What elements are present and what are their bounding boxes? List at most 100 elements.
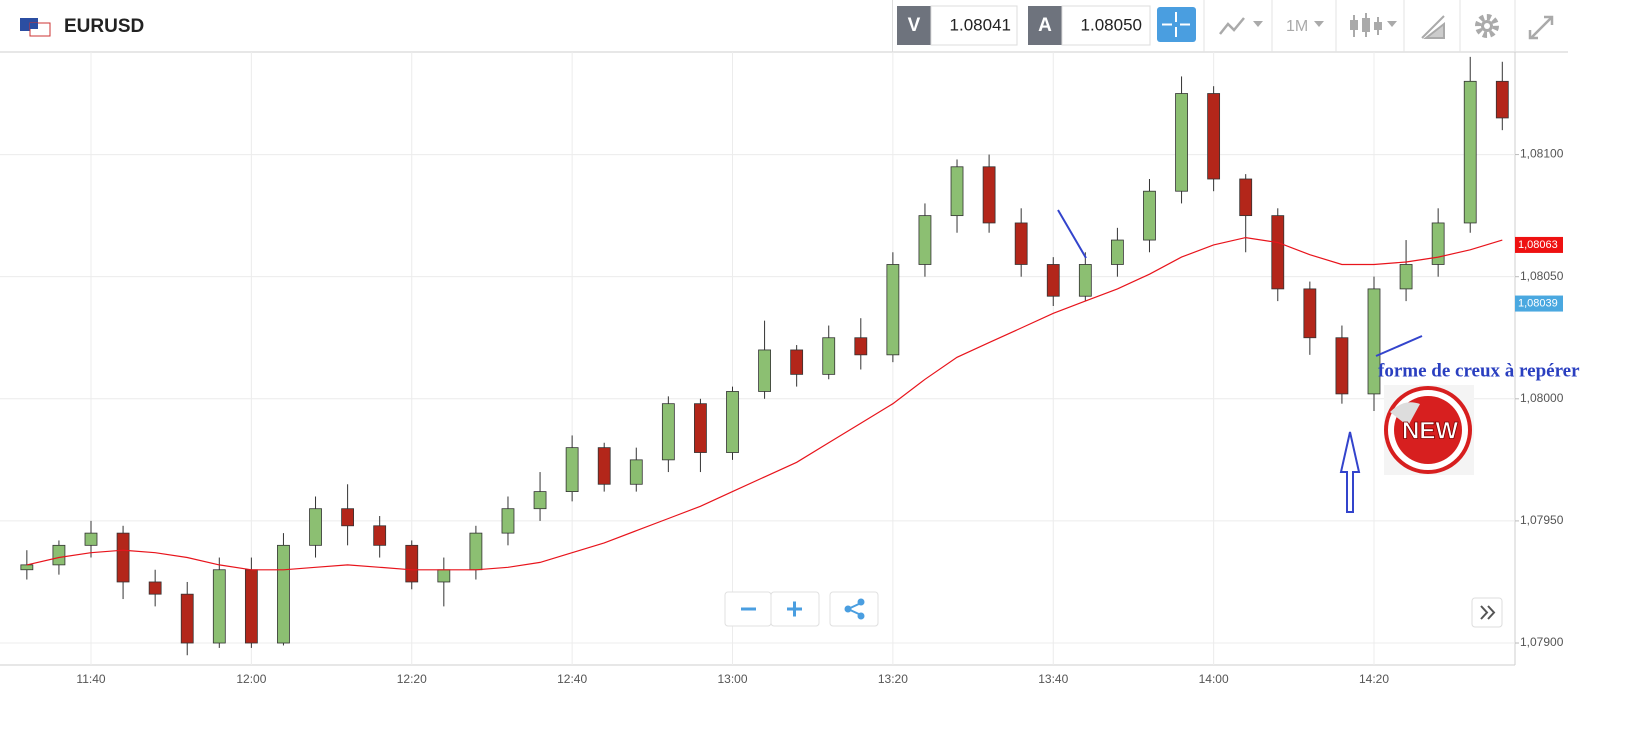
candle-body [1014, 222, 1028, 265]
candle-body [244, 569, 258, 644]
candle-body [1431, 222, 1445, 265]
candle-body [790, 349, 804, 375]
timeframe[interactable]: 1M [1286, 18, 1308, 35]
candle-body [533, 491, 547, 510]
annotation-text: forme de creux à repérer [1378, 360, 1580, 381]
symbol[interactable]: EURUSD [64, 16, 144, 37]
candle-body [1239, 178, 1253, 217]
crosshair-icon [1162, 12, 1190, 37]
draw-icon[interactable] [1421, 15, 1445, 39]
plot: 1,07900 1,07950 1,08000 1,08050 1,08100 11:40… [0, 52, 1564, 686]
candle-body [1303, 288, 1317, 339]
zoom-in-icon [787, 601, 802, 617]
x-tick-label: 13:40 [1038, 672, 1068, 686]
scroll-end-icon [1480, 605, 1496, 620]
badge-text: NEW [1402, 417, 1458, 444]
candle-body [1271, 215, 1285, 290]
candle-body [148, 581, 162, 595]
ask-button[interactable] [1028, 6, 1062, 45]
y-tick-label: 1,07950 [1520, 513, 1564, 527]
settings-icon[interactable] [1475, 14, 1499, 38]
price-tag-label: 1,08039 [1518, 297, 1558, 309]
price-tag [1515, 295, 1563, 312]
candle-body [437, 569, 451, 583]
y-tick-label: 1,08050 [1520, 269, 1564, 283]
candle-body [1367, 288, 1381, 395]
candle-body [1463, 80, 1477, 224]
dropdown-caret [1314, 21, 1324, 27]
y-tick-label: 1,07900 [1520, 635, 1564, 649]
candle-body [309, 508, 322, 546]
x-tick-label: 14:20 [1359, 672, 1389, 686]
candle-body [405, 544, 419, 583]
candle-body [758, 349, 771, 392]
share-node [844, 605, 852, 613]
candle-body [212, 569, 226, 644]
candle-body [629, 459, 643, 485]
candle-body [1335, 337, 1349, 395]
x-tick-label: 14:00 [1199, 672, 1229, 686]
flag-us-canton [30, 23, 38, 29]
candle-body [1046, 264, 1060, 297]
candle-body [20, 564, 34, 571]
candle-body [84, 532, 98, 546]
candle-body [1143, 190, 1156, 241]
annotation-stroke [1057, 209, 1087, 259]
candle-icon-body [1350, 20, 1358, 30]
annotation-arrow [1339, 431, 1361, 513]
annotation-stroke [1375, 335, 1423, 357]
x-tick-label: 13:20 [878, 672, 908, 686]
dropdown-caret [1387, 21, 1397, 27]
bid-button[interactable] [897, 6, 931, 45]
y-tick-label: 1,08100 [1520, 147, 1564, 161]
y-tick-label: 1,08000 [1520, 391, 1564, 405]
x-tick-label: 12:40 [557, 672, 587, 686]
settings-icon-hole [1484, 23, 1490, 29]
candle-body [277, 544, 290, 644]
candle-body [180, 593, 194, 644]
candle-body [694, 403, 707, 453]
candle-body [822, 337, 836, 375]
bid-field [930, 5, 1018, 46]
candle-icon-body [1374, 22, 1382, 30]
x-tick-label: 13:00 [717, 672, 747, 686]
candle-body [597, 447, 611, 485]
candle-body [52, 544, 66, 566]
candle-body [982, 166, 996, 224]
share-button[interactable] [829, 591, 879, 627]
bid-price: 1.08041 [950, 15, 1011, 34]
candle-body [918, 215, 932, 265]
toolbar-bg [0, 0, 1568, 52]
ask-price: 1.08050 [1081, 15, 1142, 34]
ask-field [1061, 5, 1151, 46]
badge-curl [1390, 402, 1420, 426]
candle-body [1078, 264, 1092, 297]
candle-body [1495, 80, 1509, 119]
fullscreen-icon[interactable] [1528, 15, 1554, 40]
x-tick-label: 11:40 [76, 672, 105, 686]
candle-body [1111, 239, 1124, 265]
indicator-icon[interactable] [1219, 17, 1245, 35]
price-tag-label: 1,08063 [1518, 239, 1558, 251]
candle-body [341, 508, 355, 527]
candle-body [726, 391, 739, 453]
divider [892, 0, 893, 52]
candle-body [1399, 264, 1413, 290]
moving-average [26, 236, 1503, 571]
toolbar: EURUSD V 1.08041 A 1.08050 1M [0, 0, 1568, 53]
price-tag [1515, 236, 1563, 253]
candle-body [373, 525, 387, 546]
candle-body [950, 166, 964, 217]
x-tick-label: 12:20 [397, 672, 427, 686]
ask-label: A [1038, 15, 1052, 36]
candle-body [565, 447, 579, 493]
share-node [857, 612, 865, 620]
dropdown-caret [1253, 21, 1263, 27]
candle-body [501, 508, 515, 534]
candle-body [661, 403, 675, 461]
crosshair-button[interactable] [1157, 7, 1196, 42]
candle-body [1207, 93, 1221, 180]
share-node [857, 598, 865, 606]
candle-icon-body [1362, 18, 1370, 32]
